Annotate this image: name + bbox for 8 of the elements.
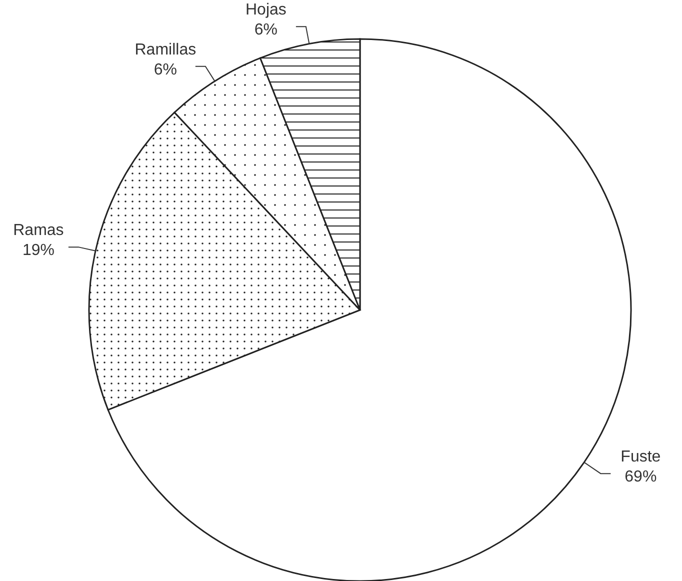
slice-label: Hojas [245,2,286,19]
slice-label: Ramas [13,222,64,240]
data-label: 19% [22,242,54,260]
data-label: 6% [154,61,177,78]
slice-label: Ramillas [134,41,196,58]
data-label: 6% [254,22,278,39]
data-label: 69% [624,468,657,486]
slice-label: Fuste [620,448,661,466]
